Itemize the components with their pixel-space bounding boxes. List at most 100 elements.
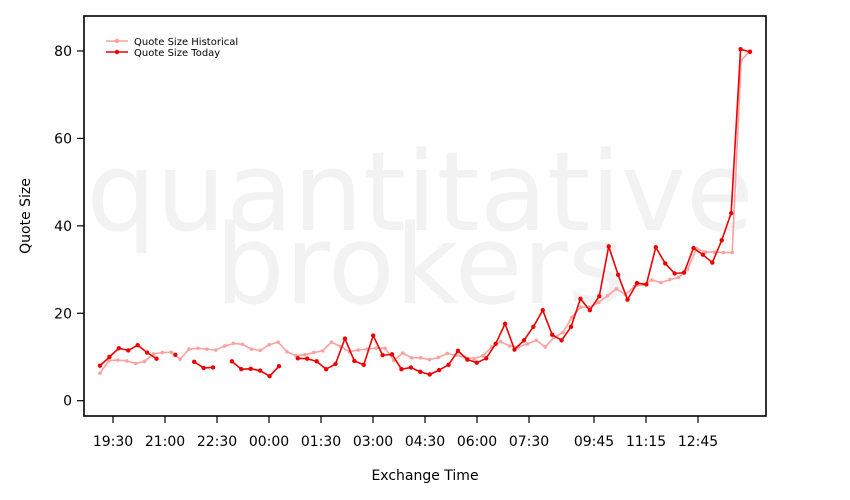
data-point bbox=[427, 357, 432, 362]
data-point bbox=[418, 356, 423, 360]
data-point bbox=[596, 300, 601, 305]
y-tick-label: 0 bbox=[63, 394, 72, 410]
data-point bbox=[295, 356, 301, 361]
data-point bbox=[201, 365, 206, 371]
data-point bbox=[98, 371, 102, 375]
data-point bbox=[427, 372, 432, 377]
data-point bbox=[455, 348, 461, 354]
data-point bbox=[659, 280, 663, 285]
data-point bbox=[578, 296, 583, 302]
data-point bbox=[587, 308, 593, 313]
data-point bbox=[730, 250, 734, 255]
y-tick-label: 80 bbox=[54, 44, 72, 60]
x-tick-label: 22:30 bbox=[197, 434, 237, 450]
data-point bbox=[126, 348, 131, 353]
data-point bbox=[570, 315, 574, 320]
data-point bbox=[329, 340, 334, 344]
data-point bbox=[418, 369, 423, 375]
data-point bbox=[124, 359, 129, 363]
data-point bbox=[445, 351, 450, 356]
x-tick-label: 07:30 bbox=[509, 434, 549, 450]
data-point bbox=[728, 210, 734, 216]
data-point bbox=[465, 357, 470, 362]
data-point bbox=[107, 354, 112, 360]
data-point bbox=[352, 358, 357, 364]
x-tick-label: 12:45 bbox=[678, 434, 718, 450]
data-point bbox=[210, 365, 216, 370]
data-point bbox=[173, 352, 178, 357]
legend-today-label: Quote Size Today bbox=[134, 48, 220, 59]
data-point bbox=[249, 347, 254, 351]
data-point bbox=[116, 346, 122, 351]
data-point bbox=[561, 330, 565, 335]
x-tick-label: 03:00 bbox=[353, 434, 393, 450]
data-point bbox=[685, 267, 690, 271]
data-point bbox=[502, 321, 508, 326]
watermark-line-1: quantitative bbox=[86, 128, 753, 256]
y-axis-title: Quote Size bbox=[18, 178, 34, 254]
data-point bbox=[285, 349, 289, 354]
data-point bbox=[400, 351, 405, 355]
data-point bbox=[653, 245, 658, 250]
data-point bbox=[721, 250, 726, 255]
data-point bbox=[380, 353, 385, 358]
data-point bbox=[374, 346, 378, 351]
watermark-line-2: brokers bbox=[215, 201, 625, 329]
y-tick-label: 20 bbox=[54, 306, 72, 322]
data-point bbox=[229, 359, 235, 364]
data-point bbox=[634, 280, 640, 286]
data-point bbox=[606, 244, 611, 249]
data-point bbox=[258, 348, 263, 353]
data-point bbox=[116, 358, 120, 362]
data-point bbox=[361, 362, 366, 368]
data-point bbox=[507, 344, 512, 348]
x-tick-label: 09:45 bbox=[574, 434, 614, 450]
data-point bbox=[614, 286, 619, 291]
data-point bbox=[160, 350, 165, 355]
series-today bbox=[97, 47, 753, 379]
data-point bbox=[240, 342, 245, 347]
data-point bbox=[710, 260, 715, 265]
data-point bbox=[436, 355, 441, 360]
data-point bbox=[676, 275, 681, 280]
data-point bbox=[481, 353, 485, 358]
data-point bbox=[408, 365, 414, 370]
x-tick-label: 19:30 bbox=[93, 434, 133, 450]
data-point bbox=[668, 277, 672, 282]
data-point bbox=[178, 357, 182, 361]
data-point bbox=[543, 345, 548, 349]
data-point bbox=[213, 348, 218, 352]
series-line bbox=[231, 360, 280, 378]
legend-today-marker bbox=[114, 49, 120, 55]
data-point bbox=[276, 340, 280, 344]
data-point bbox=[144, 350, 150, 355]
x-tick-label: 00:00 bbox=[249, 434, 289, 450]
data-point bbox=[498, 339, 503, 344]
data-point bbox=[719, 238, 724, 243]
series-layer bbox=[97, 47, 753, 379]
data-point bbox=[248, 366, 253, 371]
x-tick-label: 11:15 bbox=[626, 434, 666, 450]
data-point bbox=[311, 350, 316, 355]
y-tick-label: 60 bbox=[54, 131, 72, 147]
data-point bbox=[738, 47, 743, 52]
data-point bbox=[534, 338, 539, 343]
data-point bbox=[342, 336, 348, 341]
data-point bbox=[267, 374, 272, 379]
data-point bbox=[615, 272, 621, 277]
x-tick-label: 06:00 bbox=[457, 434, 497, 450]
legend: Quote Size Historical Quote Size Today bbox=[106, 37, 238, 59]
data-point bbox=[484, 356, 489, 361]
data-point bbox=[605, 293, 610, 298]
data-point bbox=[700, 252, 706, 257]
data-point bbox=[540, 308, 545, 313]
data-point bbox=[302, 352, 307, 357]
legend-historical-label: Quote Size Historical bbox=[134, 37, 238, 48]
data-point bbox=[356, 348, 361, 352]
data-point bbox=[205, 347, 209, 351]
data-point bbox=[525, 342, 530, 346]
data-point bbox=[267, 342, 271, 347]
data-point bbox=[135, 342, 140, 348]
x-tick-label: 21:00 bbox=[145, 434, 185, 450]
